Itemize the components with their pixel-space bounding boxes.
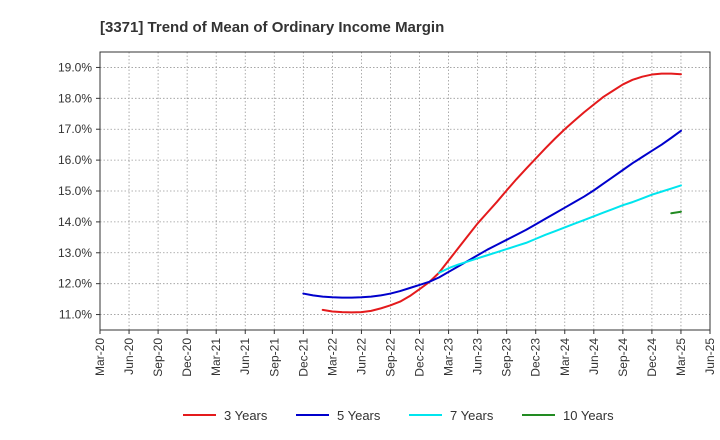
- series-line-10-years: [670, 210, 682, 215]
- legend: 3 Years 5 Years 7 Years 10 Years: [183, 408, 614, 423]
- x-tick-label: Jun-25: [703, 338, 717, 375]
- x-tick-label: Jun-23: [471, 338, 485, 375]
- x-tick-label: Dec-24: [645, 338, 659, 377]
- x-tick-label: Dec-23: [529, 338, 543, 377]
- x-tick-label: Dec-20: [180, 338, 194, 377]
- x-tick-label: Jun-21: [238, 338, 252, 375]
- x-tick-label: Sep-23: [500, 338, 514, 377]
- y-tick-label: 15.0%: [58, 184, 92, 198]
- x-tick-label: Jun-24: [587, 338, 601, 375]
- legend-label: 10 Years: [563, 408, 614, 423]
- x-tick-label: Jun-20: [122, 338, 136, 375]
- x-tick-label: Sep-22: [383, 338, 397, 377]
- y-tick-label: 13.0%: [58, 246, 92, 260]
- y-tick-label: 12.0%: [58, 277, 92, 291]
- legend-label: 3 Years: [224, 408, 268, 423]
- y-tick-label: 18.0%: [58, 91, 92, 105]
- grid: [99, 52, 711, 330]
- y-axis: 11.0% 12.0% 13.0% 14.0% 15.0% 16.0% 17.0% 18.0%…: [58, 60, 100, 322]
- x-tick-label: Sep-20: [151, 338, 165, 377]
- x-tick-label: Mar-22: [325, 338, 339, 376]
- x-axis: Mar-20 Jun-20 Sep-20 Dec-20 Mar-21 Jun-21 Sep-…: [93, 330, 717, 377]
- series-layer: [302, 72, 682, 314]
- series-line-3-years: [321, 72, 682, 314]
- x-tick-label: Mar-23: [442, 338, 456, 376]
- x-tick-label: Mar-21: [209, 338, 223, 376]
- series-line-7-years: [437, 184, 682, 274]
- x-tick-label: Mar-20: [93, 338, 107, 376]
- series-line-5-years: [302, 129, 682, 299]
- x-tick-label: Mar-25: [674, 338, 688, 376]
- x-tick-label: Jun-22: [354, 338, 368, 375]
- x-tick-label: Dec-22: [413, 338, 427, 377]
- y-tick-label: 11.0%: [59, 308, 92, 322]
- x-tick-label: Sep-24: [616, 338, 630, 377]
- x-tick-label: Sep-21: [267, 338, 281, 377]
- y-tick-label: 14.0%: [58, 215, 92, 229]
- y-tick-label: 16.0%: [58, 153, 92, 167]
- legend-label: 7 Years: [450, 408, 494, 423]
- x-tick-label: Mar-24: [558, 338, 572, 376]
- chart-title: [3371] Trend of Mean of Ordinary Income …: [100, 19, 444, 36]
- legend-label: 5 Years: [337, 408, 381, 423]
- y-tick-label: 17.0%: [58, 122, 92, 136]
- y-tick-label: 19.0%: [58, 60, 92, 74]
- x-tick-label: Dec-21: [296, 338, 310, 377]
